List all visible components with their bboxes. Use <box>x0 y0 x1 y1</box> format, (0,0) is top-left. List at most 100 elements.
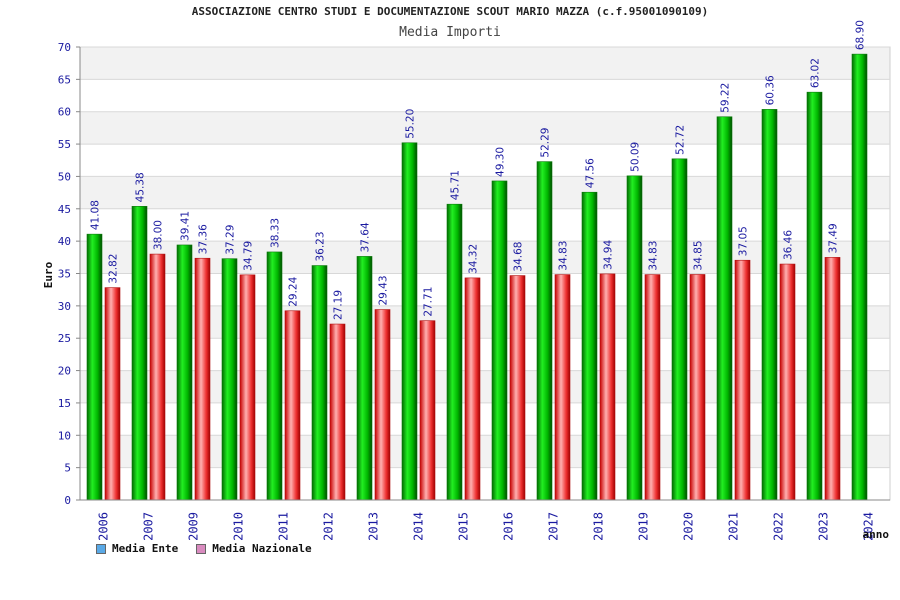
legend-label-ente: Media Ente <box>112 542 179 555</box>
chart-subtitle: Media Importi <box>399 25 501 40</box>
y-tick-label: 20 <box>58 365 71 378</box>
data-label-ente-2024: 68.90 <box>855 20 867 50</box>
x-tick-label-2019: 2019 <box>637 512 651 541</box>
bar-ente-2012 <box>311 265 328 501</box>
x-tick-label-2023: 2023 <box>817 512 831 541</box>
x-axis: 2006 2007 2009 2010 2011 2012 2013 2014 2015 2016… <box>80 499 890 541</box>
x-tick-label-2018: 2018 <box>592 512 606 541</box>
data-label-ente-2010: 37.29 <box>225 225 237 255</box>
data-label-nazionale-2016: 34.68 <box>513 242 525 272</box>
data-label-ente-2013: 37.64 <box>360 222 372 252</box>
data-label-nazionale-2006: 32.82 <box>108 254 120 284</box>
data-label-nazionale-2009: 37.36 <box>198 224 210 254</box>
x-tick-label-2011: 2011 <box>277 512 291 541</box>
grid-band <box>80 47 890 80</box>
y-tick-label: 45 <box>58 203 71 216</box>
data-label-ente-2016: 49.30 <box>495 147 507 177</box>
data-label-nazionale-2019: 34.83 <box>648 241 660 271</box>
bar-ente-2024 <box>851 53 868 501</box>
bar-ente-2023 <box>806 91 823 501</box>
y-tick-label: 25 <box>58 332 71 345</box>
y-tick-label: 55 <box>58 138 71 151</box>
bar-nazionale-2011 <box>284 310 301 501</box>
data-label-ente-2009: 39.41 <box>180 211 192 241</box>
bar-ente-2006 <box>86 233 103 501</box>
data-label-ente-2022: 60.36 <box>765 75 777 105</box>
x-tick-label-2006: 2006 <box>97 512 111 541</box>
x-tick-label-2024: 2024 <box>862 512 876 541</box>
bar-nazionale-2016 <box>509 275 526 501</box>
bars: 41.08 32.82 45.38 38.00 39.41 37.36 37.29 34.79… <box>86 20 868 501</box>
y-tick-label: 60 <box>58 106 71 119</box>
bar-ente-2020 <box>671 158 688 501</box>
bar-ente-2015 <box>446 203 463 501</box>
data-label-nazionale-2014: 27.71 <box>423 287 435 317</box>
y-tick-label: 15 <box>58 397 71 410</box>
bar-nazionale-2020 <box>689 274 706 501</box>
y-tick-label: 5 <box>64 462 71 475</box>
y-axis-label: Euro <box>42 261 55 288</box>
data-label-nazionale-2017: 34.83 <box>558 241 570 271</box>
legend-item-nazionale: Media Nazionale <box>196 542 312 555</box>
y-tick-label: 70 <box>58 41 71 54</box>
data-label-nazionale-2011: 29.24 <box>288 276 300 306</box>
x-tick-label-2022: 2022 <box>772 512 786 541</box>
y-tick-label: 30 <box>58 300 71 313</box>
bar-nazionale-2022 <box>779 263 796 501</box>
data-label-nazionale-2023: 37.49 <box>828 223 840 253</box>
data-label-nazionale-2010: 34.79 <box>243 241 255 271</box>
x-tick-label-2009: 2009 <box>187 512 201 541</box>
bar-ente-2021 <box>716 116 733 501</box>
bar-ente-2017 <box>536 161 553 501</box>
data-label-nazionale-2020: 34.85 <box>693 240 705 270</box>
bar-ente-2014 <box>401 142 418 501</box>
data-label-nazionale-2022: 36.46 <box>783 230 795 260</box>
bar-nazionale-2013 <box>374 309 391 501</box>
data-label-ente-2006: 41.08 <box>90 200 102 230</box>
y-tick-label: 10 <box>58 429 71 442</box>
bar-ente-2016 <box>491 180 508 501</box>
bar-ente-2022 <box>761 109 778 501</box>
grid-band <box>80 305 890 339</box>
grid-band <box>80 111 890 145</box>
data-label-ente-2007: 45.38 <box>135 172 147 202</box>
data-label-nazionale-2018: 34.94 <box>603 240 615 270</box>
x-tick-label-2016: 2016 <box>502 512 516 541</box>
bar-ente-2011 <box>266 251 283 501</box>
data-label-ente-2015: 45.71 <box>450 170 462 200</box>
bar-nazionale-2023 <box>824 257 841 501</box>
grid-band <box>80 435 890 468</box>
data-label-ente-2017: 52.29 <box>540 128 552 158</box>
bar-ente-2019 <box>626 175 643 501</box>
bar-nazionale-2012 <box>329 323 346 501</box>
x-tick-label-2012: 2012 <box>322 512 336 541</box>
grid-band <box>80 370 890 403</box>
data-label-ente-2018: 47.56 <box>585 158 597 188</box>
bar-nazionale-2007 <box>149 253 166 501</box>
x-tick-label-2017: 2017 <box>547 512 561 541</box>
bar-ente-2007 <box>131 206 148 501</box>
data-label-nazionale-2015: 34.32 <box>468 244 480 274</box>
bar-nazionale-2009 <box>194 257 211 501</box>
data-label-ente-2012: 36.23 <box>315 231 327 261</box>
data-label-ente-2019: 50.09 <box>630 142 642 172</box>
bar-nazionale-2015 <box>464 277 481 501</box>
y-tick-label: 40 <box>58 235 71 248</box>
data-label-nazionale-2013: 29.43 <box>378 275 390 305</box>
x-tick-label-2013: 2013 <box>367 512 381 541</box>
x-tick-label-2020: 2020 <box>682 512 696 541</box>
grid-band <box>80 241 890 274</box>
data-label-ente-2014: 55.20 <box>405 109 417 139</box>
data-label-nazionale-2012: 27.19 <box>333 290 345 320</box>
bar-nazionale-2017 <box>554 274 571 501</box>
legend-swatch-ente <box>96 543 106 554</box>
bar-ente-2009 <box>176 244 193 501</box>
bar-nazionale-2010 <box>239 274 256 501</box>
y-axis: 0 5 10 15 20 25 30 35 40 45 50 55 60 65 70 <box>58 41 81 507</box>
data-label-nazionale-2007: 38.00 <box>153 220 165 250</box>
grid-bands <box>79 46 891 501</box>
y-tick-label: 35 <box>58 268 71 281</box>
y-tick-label: 65 <box>58 73 71 86</box>
legend-label-nazionale: Media Nazionale <box>212 542 312 555</box>
x-tick-label-2010: 2010 <box>232 512 246 541</box>
